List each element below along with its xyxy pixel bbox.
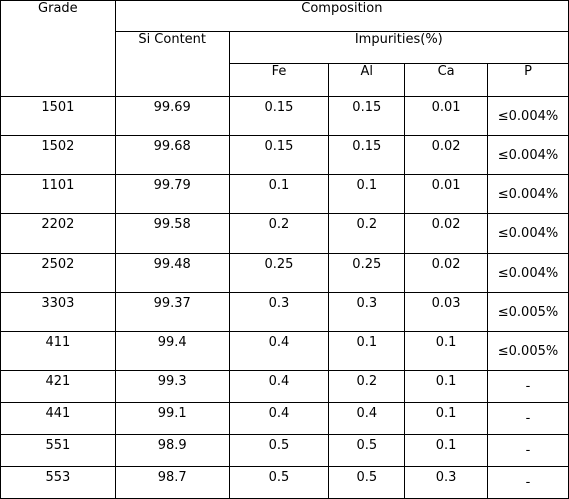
cell-al: 0.15 <box>328 96 406 136</box>
cell-si: 99.69 <box>114 96 230 136</box>
cell-si: 99.4 <box>114 331 230 371</box>
cell-fe: 0.3 <box>228 292 330 332</box>
cell-p: ≤0.004% <box>487 213 569 254</box>
cell-p: ≤0.004% <box>487 253 569 293</box>
cell-si: 99.1 <box>114 402 230 435</box>
cell-ca: 0.3 <box>404 466 489 499</box>
cell-p: - <box>487 402 569 435</box>
header-grade: Grade <box>0 0 116 97</box>
header-al: Al <box>328 63 406 97</box>
cell-fe: 0.4 <box>228 402 330 435</box>
cell-fe: 0.4 <box>228 331 330 371</box>
header-p: P <box>487 63 569 97</box>
cell-p: ≤0.005% <box>487 331 569 371</box>
cell-al: 0.3 <box>328 292 406 332</box>
table-row: 2202 99.58 0.2 0.2 0.02 ≤0.004% <box>0 213 569 254</box>
cell-si: 99.37 <box>114 292 230 332</box>
cell-grade: 2202 <box>0 213 116 254</box>
cell-grade: 553 <box>0 466 116 499</box>
cell-fe: 0.5 <box>228 434 330 467</box>
table-row: 441 99.1 0.4 0.4 0.1- <box>0 402 569 435</box>
cell-ca: 0.01 <box>404 96 489 136</box>
cell-ca: 0.01 <box>404 174 489 214</box>
cell-p: ≤0.004% <box>487 174 569 214</box>
cell-al: 0.1 <box>328 174 406 214</box>
cell-ca: 0.1 <box>404 331 489 371</box>
cell-al: 0.4 <box>328 402 406 435</box>
cell-ca: 0.1 <box>404 434 489 467</box>
cell-al: 0.5 <box>328 434 406 467</box>
cell-ca: 0.1 <box>404 370 489 403</box>
cell-p: - <box>487 466 569 499</box>
cell-fe: 0.4 <box>228 370 330 403</box>
table-row: 1502 99.68 0.15 0.15 0.02 ≤0.004% <box>0 135 569 175</box>
cell-al: 0.15 <box>328 135 406 175</box>
header-si-content: Si Content <box>114 31 230 97</box>
cell-grade: 1101 <box>0 174 116 214</box>
header-ca: Ca <box>404 63 489 97</box>
cell-ca: 0.1 <box>404 402 489 435</box>
cell-al: 0.1 <box>328 331 406 371</box>
cell-fe: 0.15 <box>228 96 330 136</box>
table-row: 411 99.4 0.4 0.1 0.1 ≤0.005% <box>0 331 569 371</box>
cell-grade: 421 <box>0 370 116 403</box>
table-row: 1101 99.79 0.1 0.1 0.01 ≤0.004% <box>0 174 569 214</box>
cell-si: 99.3 <box>114 370 230 403</box>
header-composition: Composition <box>114 0 569 32</box>
cell-si: 99.58 <box>114 213 230 254</box>
cell-grade: 1501 <box>0 96 116 136</box>
table-row: 421 99.3 0.4 0.2 0.1- <box>0 370 569 403</box>
table-row: 553 98.7 0.5 0.5 0.3- <box>0 466 569 499</box>
cell-grade: 551 <box>0 434 116 467</box>
cell-al: 0.5 <box>328 466 406 499</box>
cell-grade: 1502 <box>0 135 116 175</box>
cell-grade: 441 <box>0 402 116 435</box>
cell-si: 98.7 <box>114 466 230 499</box>
cell-fe: 0.2 <box>228 213 330 254</box>
cell-si: 99.48 <box>114 253 230 293</box>
table-row: 2502 99.48 0.25 0.25 0.02 ≤0.004% <box>0 253 569 293</box>
cell-fe: 0.25 <box>228 253 330 293</box>
cell-fe: 0.5 <box>228 466 330 499</box>
cell-p: - <box>487 434 569 467</box>
cell-grade: 411 <box>0 331 116 371</box>
header-fe: Fe <box>228 63 330 97</box>
header-impurities: Impurities(%) <box>228 31 569 64</box>
table-row: 1501 99.69 0.15 0.15 0.01 ≤0.004% <box>0 96 569 136</box>
cell-si: 98.9 <box>114 434 230 467</box>
cell-grade: 3303 <box>0 292 116 332</box>
cell-fe: 0.15 <box>228 135 330 175</box>
cell-al: 0.2 <box>328 370 406 403</box>
cell-al: 0.25 <box>328 253 406 293</box>
cell-p: ≤0.004% <box>487 135 569 175</box>
cell-si: 99.79 <box>114 174 230 214</box>
table-row: 551 98.9 0.5 0.5 0.1- <box>0 434 569 467</box>
cell-p: ≤0.005% <box>487 292 569 332</box>
cell-p: ≤0.004% <box>487 96 569 136</box>
cell-ca: 0.02 <box>404 253 489 293</box>
cell-si: 99.68 <box>114 135 230 175</box>
cell-ca: 0.02 <box>404 213 489 254</box>
cell-fe: 0.1 <box>228 174 330 214</box>
cell-p: - <box>487 370 569 403</box>
cell-al: 0.2 <box>328 213 406 254</box>
table-row: 3303 99.37 0.3 0.3 0.03 ≤0.005% <box>0 292 569 332</box>
cell-grade: 2502 <box>0 253 116 293</box>
cell-ca: 0.02 <box>404 135 489 175</box>
cell-ca: 0.03 <box>404 292 489 332</box>
